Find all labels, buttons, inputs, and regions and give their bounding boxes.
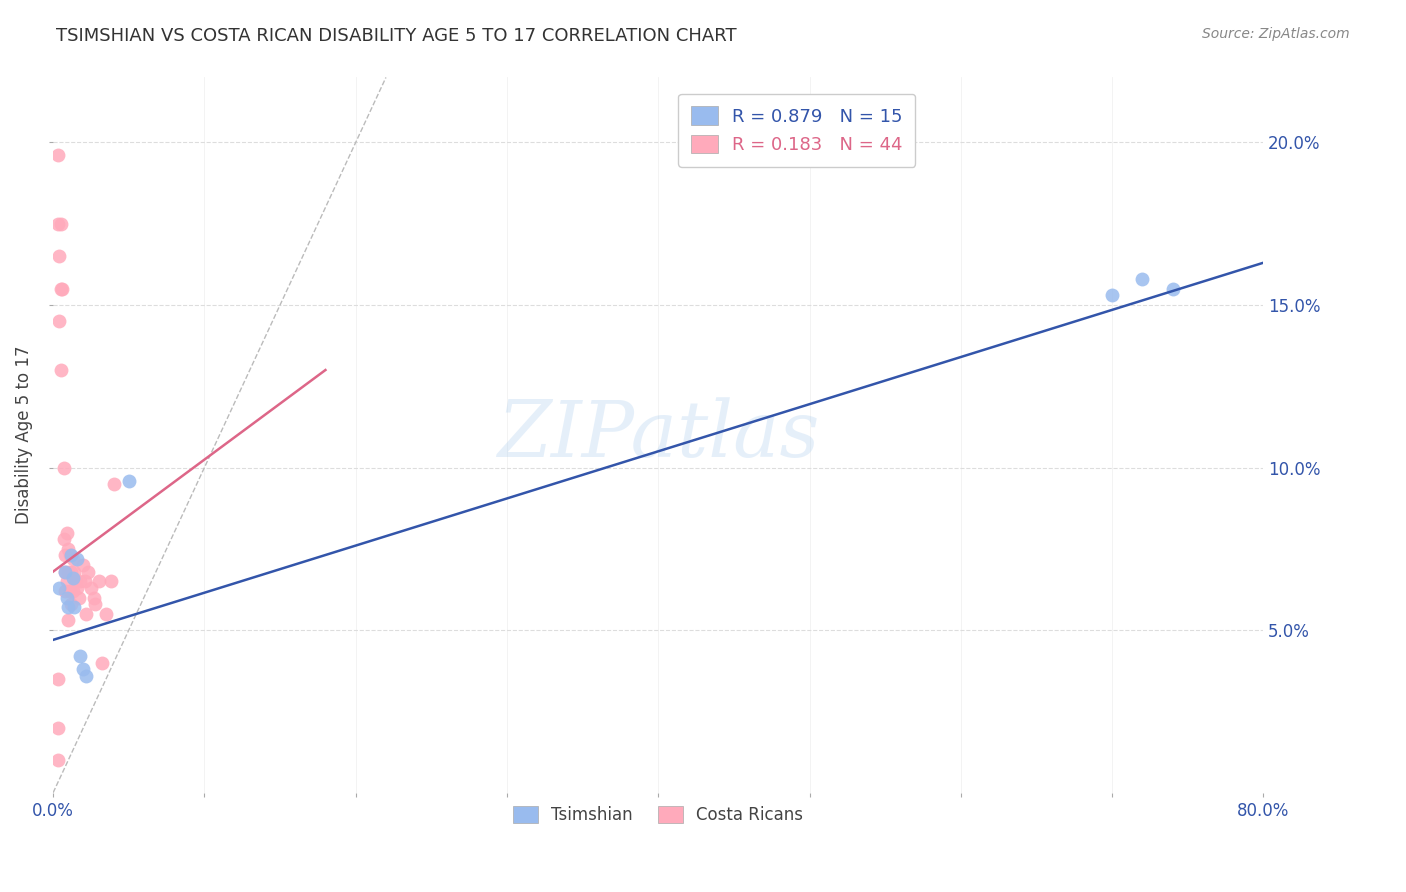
Point bbox=[63, 600, 86, 615]
Text: TSIMSHIAN VS COSTA RICAN DISABILITY AGE 5 TO 17 CORRELATION CHART: TSIMSHIAN VS COSTA RICAN DISABILITY AGE … bbox=[56, 27, 737, 45]
Point bbox=[52, 460, 75, 475]
Point bbox=[60, 565, 83, 579]
Point bbox=[55, 574, 77, 589]
Point bbox=[60, 597, 83, 611]
Point bbox=[62, 584, 84, 599]
Point bbox=[118, 474, 141, 488]
Point bbox=[59, 549, 82, 563]
Point bbox=[69, 649, 91, 664]
Point bbox=[72, 558, 94, 573]
Point bbox=[49, 217, 72, 231]
Point bbox=[58, 541, 80, 556]
Point bbox=[55, 591, 77, 605]
Point bbox=[53, 565, 76, 579]
Point bbox=[48, 249, 70, 263]
Point bbox=[62, 551, 84, 566]
Point bbox=[59, 584, 82, 599]
Point bbox=[55, 525, 77, 540]
Point bbox=[53, 549, 76, 563]
Point bbox=[1161, 282, 1184, 296]
Point bbox=[87, 574, 110, 589]
Point bbox=[67, 591, 90, 605]
Point bbox=[46, 753, 69, 767]
Point bbox=[51, 282, 73, 296]
Point bbox=[46, 217, 69, 231]
Point bbox=[65, 574, 87, 589]
Point bbox=[103, 476, 125, 491]
Point bbox=[84, 597, 107, 611]
Point bbox=[52, 532, 75, 546]
Point bbox=[46, 721, 69, 735]
Point bbox=[77, 565, 100, 579]
Point bbox=[60, 549, 83, 563]
Point bbox=[66, 581, 89, 595]
Point bbox=[66, 551, 89, 566]
Text: ZIPatlas: ZIPatlas bbox=[498, 397, 820, 473]
Point bbox=[46, 672, 69, 686]
Point bbox=[75, 668, 97, 682]
Point bbox=[75, 607, 97, 621]
Point bbox=[94, 607, 117, 621]
Point bbox=[100, 574, 122, 589]
Point bbox=[73, 574, 96, 589]
Point bbox=[53, 584, 76, 599]
Point bbox=[90, 656, 112, 670]
Point bbox=[46, 148, 69, 162]
Point bbox=[49, 363, 72, 377]
Point bbox=[58, 600, 80, 615]
Point bbox=[83, 591, 105, 605]
Point bbox=[49, 282, 72, 296]
Y-axis label: Disability Age 5 to 17: Disability Age 5 to 17 bbox=[15, 346, 32, 524]
Point bbox=[62, 571, 84, 585]
Point bbox=[80, 581, 103, 595]
Point bbox=[58, 565, 80, 579]
Point bbox=[1101, 288, 1123, 302]
Point bbox=[58, 613, 80, 627]
Text: Source: ZipAtlas.com: Source: ZipAtlas.com bbox=[1202, 27, 1350, 41]
Point bbox=[72, 662, 94, 676]
Point bbox=[1130, 272, 1153, 286]
Legend: Tsimshian, Costa Ricans: Tsimshian, Costa Ricans bbox=[503, 797, 814, 834]
Point bbox=[48, 581, 70, 595]
Point bbox=[53, 565, 76, 579]
Point bbox=[69, 574, 91, 589]
Point bbox=[63, 565, 86, 579]
Point bbox=[48, 314, 70, 328]
